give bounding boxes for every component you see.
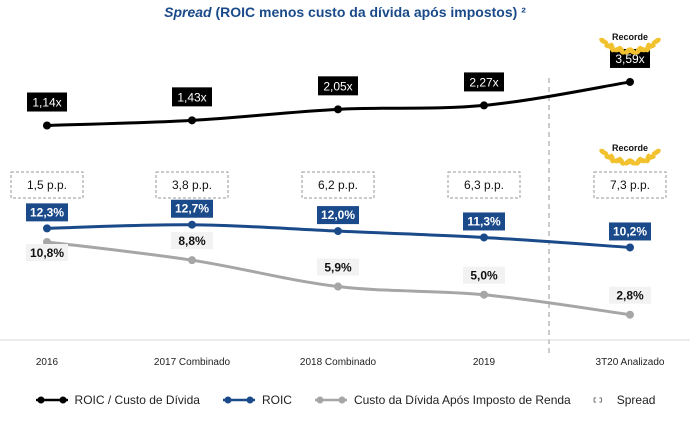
laurel-leaf: [651, 37, 661, 45]
x-tick-label: 2018 Combinado: [300, 357, 377, 368]
chart-legend: ROIC / Custo de Dívida ROIC Custo da Dív…: [0, 393, 690, 407]
data-point-roic: [43, 224, 51, 233]
data-label-box-roic: [463, 212, 505, 231]
data-point-cost: [334, 282, 342, 291]
data-label-box-cost: [317, 258, 359, 276]
spread-label: 6,2 p.p.: [318, 178, 358, 192]
data-point-roic: [626, 243, 634, 252]
legend-swatch-roic: [222, 396, 255, 404]
award-label: Recorde: [612, 143, 648, 153]
laurel-leaf: [627, 158, 637, 166]
legend-swatch-cost: [314, 396, 347, 404]
series-line-cost: [46, 240, 631, 317]
legend-label-roic: ROIC: [261, 393, 292, 407]
data-label-roic: 12,0%: [321, 208, 355, 222]
data-label-cost: 10,8%: [30, 246, 64, 260]
laurel-award-icon: Recorde: [599, 138, 661, 166]
data-label-box-ratio: [610, 48, 650, 68]
data-label-box-ratio: [464, 72, 504, 92]
spread-box: [301, 171, 375, 199]
spread-label: 3,8 p.p.: [172, 178, 212, 192]
data-label-ratio: 1,43x: [177, 90, 206, 104]
laurel-leaf: [637, 46, 648, 53]
data-point-roic: [188, 220, 196, 229]
data-label-box-roic: [317, 206, 359, 225]
spread-box: [10, 171, 84, 199]
laurel-leaf: [609, 153, 615, 164]
legend-swatch-spread: [593, 397, 602, 403]
data-point-ratio: [626, 77, 634, 86]
data-label-ratio: 1,14x: [32, 96, 61, 110]
x-tick-label: 2017 Combinado: [154, 357, 231, 368]
data-label-box-cost: [463, 266, 505, 284]
chart-title-rest: (ROIC menos custo da dívida após imposto…: [211, 4, 526, 20]
x-tick-label: 2019: [473, 357, 496, 368]
data-point-ratio: [480, 101, 488, 110]
x-tick-label: 2016: [36, 357, 59, 368]
laurel-leaf: [645, 154, 656, 160]
data-label-box-ratio: [172, 87, 212, 107]
data-label-roic: 12,7%: [175, 202, 209, 216]
laurel-leaf: [609, 42, 615, 53]
legend-label-cost: Custo da Dívida Após Imposto de Renda: [353, 393, 571, 407]
data-point-ratio: [43, 121, 51, 130]
spread-box: [155, 171, 229, 199]
legend-swatch-ratio: [35, 396, 68, 404]
spread-box: [447, 171, 521, 199]
award-label: Recorde: [612, 32, 648, 42]
laurel-award-icon: Recorde: [599, 27, 661, 55]
legend-item-ratio: ROIC / Custo de Dívida: [35, 393, 200, 407]
data-label-box-cost: [26, 244, 68, 261]
data-label-roic: 10,2%: [613, 224, 647, 238]
award-label-bg: [603, 27, 657, 45]
data-point-cost: [188, 256, 196, 265]
data-label-cost: 8,8%: [178, 234, 206, 248]
data-label-box-roic: [609, 222, 651, 241]
legend-label-spread: Spread: [616, 393, 656, 407]
spread-label: 7,3 p.p.: [610, 178, 650, 192]
laurel-leaf: [617, 156, 625, 166]
data-label-box-ratio: [27, 92, 67, 112]
award-label-bg: [603, 138, 657, 156]
chart-title-italic: Spread: [164, 4, 212, 20]
laurel-leaf: [651, 148, 661, 156]
spread-label: 1,5 p.p.: [27, 178, 67, 192]
data-label-ratio: 3,59x: [615, 52, 644, 66]
data-point-ratio: [188, 116, 196, 125]
data-label-ratio: 2,27x: [469, 75, 498, 89]
laurel-leaf: [637, 157, 648, 164]
legend-item-cost: Custo da Dívida Após Imposto de Renda: [314, 393, 571, 407]
data-label-box-roic: [26, 203, 68, 222]
laurel-leaf: [645, 43, 656, 49]
legend-item-roic: ROIC: [222, 393, 292, 407]
legend-item-spread: Spread: [593, 393, 656, 407]
data-label-box-ratio: [318, 76, 358, 96]
data-point-cost: [626, 310, 634, 319]
laurel-leaf: [599, 148, 609, 156]
data-label-box-roic: [171, 199, 213, 218]
data-label-cost: 5,9%: [324, 261, 352, 275]
spread-box: [593, 171, 667, 199]
laurel-leaf: [617, 45, 625, 55]
data-label-cost: 5,0%: [470, 269, 498, 283]
laurel-leaf: [599, 37, 609, 45]
legend-label-ratio: ROIC / Custo de Dívida: [74, 393, 200, 407]
data-label-box-cost: [609, 286, 651, 304]
data-label-box-cost: [171, 232, 213, 250]
data-label-roic: 12,3%: [30, 205, 64, 219]
laurel-leaf: [627, 47, 637, 55]
data-point-ratio: [334, 105, 342, 114]
data-label-ratio: 2,05x: [323, 79, 352, 93]
data-label-cost: 2,8%: [616, 289, 644, 303]
chart-title: Spread (ROIC menos custo da dívida após …: [0, 4, 690, 20]
data-point-roic: [480, 233, 488, 242]
spread-label: 6,3 p.p.: [464, 178, 504, 192]
x-tick-label: 3T20 Analizado: [596, 357, 665, 368]
data-point-cost: [480, 290, 488, 299]
data-label-roic: 11,3%: [467, 214, 501, 228]
data-point-roic: [334, 227, 342, 236]
